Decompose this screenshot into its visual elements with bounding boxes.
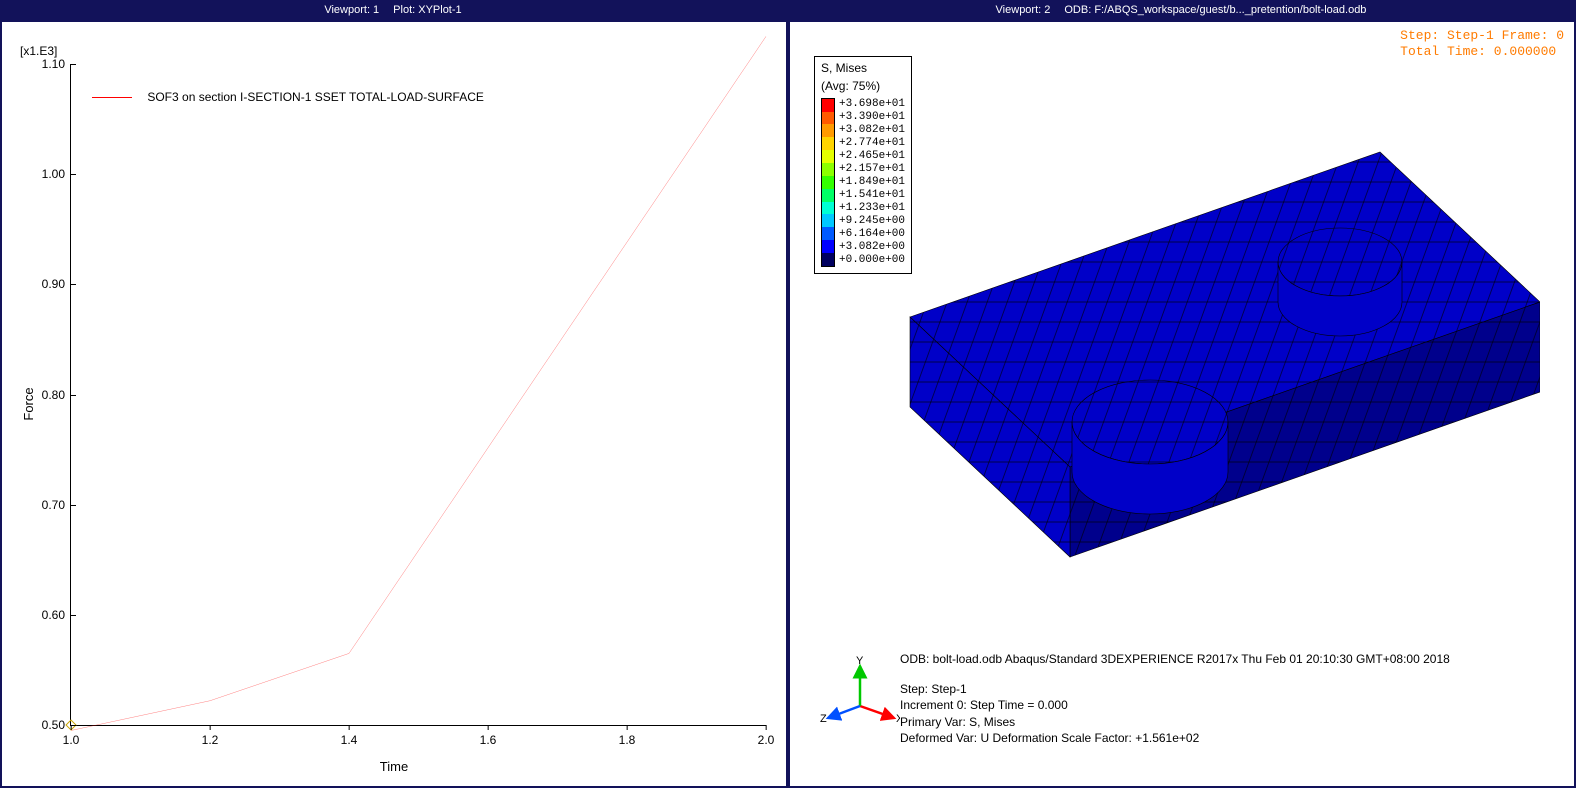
step-line: Step: Step-1 <box>900 681 1199 697</box>
colorbar-segment <box>822 202 834 215</box>
xtick: 1.6 <box>480 725 497 747</box>
viewports-container: [x1.E3] Force Time SOF3 on section I-SEC… <box>0 20 1576 788</box>
ytick: 0.60 <box>21 608 71 622</box>
viewport1-titlebar: Viewport: 1 Plot: XYPlot-1 <box>0 0 788 20</box>
xaxis-label: Time <box>380 759 408 774</box>
xtick: 1.2 <box>202 725 219 747</box>
mesh-model[interactable] <box>840 102 1540 662</box>
colorbar-segment <box>822 99 834 112</box>
odb-footer: ODB: bolt-load.odb Abaqus/Standard 3DEXP… <box>900 652 1564 666</box>
step-line: Deformed Var: U Deformation Scale Factor… <box>900 730 1199 746</box>
colorbar-segment <box>822 253 834 266</box>
viewport1-plot: Plot: XYPlot-1 <box>393 4 461 16</box>
colorbar-segment <box>822 214 834 227</box>
colorbar-segment <box>822 163 834 176</box>
colorbar-segment <box>822 124 834 137</box>
xtick: 1.8 <box>619 725 636 747</box>
ytick: 0.90 <box>21 277 71 291</box>
svg-text:Z: Z <box>820 713 827 725</box>
viewport2-titlebar: Viewport: 2 ODB: F:/ABQS_workspace/guest… <box>788 0 1576 20</box>
xtick: 1.0 <box>63 725 80 747</box>
colorbar-segment <box>822 227 834 240</box>
frame-line2: Total Time: 0.000000 <box>1400 44 1564 60</box>
ytick: 1.10 <box>21 57 71 71</box>
frame-info: Step: Step-1 Frame: 0 Total Time: 0.0000… <box>1400 28 1564 61</box>
step-info-block: Step: Step-1Increment 0: Step Time = 0.0… <box>900 681 1199 746</box>
colorbar-segment <box>822 112 834 125</box>
colorbar-segment <box>822 176 834 189</box>
colorbar-segment <box>822 150 834 163</box>
ytick: 1.00 <box>21 167 71 181</box>
xyplot-viewport[interactable]: [x1.E3] Force Time SOF3 on section I-SEC… <box>0 20 788 788</box>
plot-curve <box>71 64 766 725</box>
frame-line1: Step: Step-1 Frame: 0 <box>1400 28 1564 44</box>
viewport1-label: Viewport: 1 <box>324 4 379 16</box>
colorbar-segment <box>822 240 834 253</box>
triad-icon[interactable]: X Y Z <box>820 656 900 736</box>
step-line: Increment 0: Step Time = 0.000 <box>900 697 1199 713</box>
contour-legend-avg: (Avg: 75%) <box>821 79 905 93</box>
xtick: 1.4 <box>341 725 358 747</box>
ytick: 0.70 <box>21 498 71 512</box>
colorbar-segment <box>822 137 834 150</box>
contour-legend-var: S, Mises <box>821 61 905 75</box>
colorbar-segment <box>822 189 834 202</box>
viewport2-odb: ODB: F:/ABQS_workspace/guest/b..._preten… <box>1064 4 1366 16</box>
contour-colorbar <box>821 98 835 267</box>
ytick: 0.80 <box>21 388 71 402</box>
contour-viewport[interactable]: Step: Step-1 Frame: 0 Total Time: 0.0000… <box>788 20 1576 788</box>
step-line: Primary Var: S, Mises <box>900 714 1199 730</box>
xtick: 2.0 <box>758 725 775 747</box>
viewport2-label: Viewport: 2 <box>996 4 1051 16</box>
titlebar-row: Viewport: 1 Plot: XYPlot-1 Viewport: 2 O… <box>0 0 1576 20</box>
yaxis-exponent: [x1.E3] <box>20 44 57 58</box>
svg-text:Y: Y <box>856 656 864 667</box>
plot-area[interactable]: 0.500.600.700.800.901.001.101.01.21.41.6… <box>70 64 766 726</box>
